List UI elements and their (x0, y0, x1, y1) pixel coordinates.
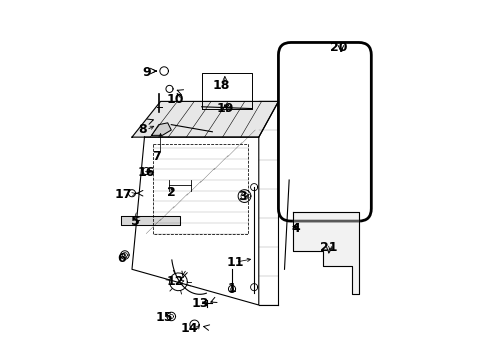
Text: 18: 18 (212, 79, 229, 92)
Text: 12: 12 (166, 275, 183, 288)
Text: 4: 4 (291, 222, 300, 235)
Text: 15: 15 (155, 311, 173, 324)
Text: 7: 7 (152, 150, 161, 163)
Polygon shape (151, 123, 171, 135)
Text: 1: 1 (227, 283, 236, 296)
Text: 20: 20 (330, 41, 347, 54)
Text: 13: 13 (191, 297, 208, 310)
Text: 5: 5 (131, 215, 140, 228)
Polygon shape (132, 102, 278, 137)
Text: 9: 9 (142, 66, 150, 79)
Polygon shape (292, 212, 358, 294)
Text: 19: 19 (216, 102, 233, 115)
Text: 3: 3 (238, 190, 246, 203)
Text: 6: 6 (117, 252, 125, 265)
Text: 21: 21 (319, 241, 337, 255)
Text: 16: 16 (137, 166, 155, 179)
Text: 10: 10 (166, 93, 183, 106)
Text: 8: 8 (138, 123, 147, 136)
Text: 11: 11 (226, 256, 244, 269)
Text: 14: 14 (180, 322, 198, 335)
Text: 2: 2 (166, 186, 175, 199)
Polygon shape (121, 216, 180, 225)
Text: 17: 17 (114, 188, 132, 201)
